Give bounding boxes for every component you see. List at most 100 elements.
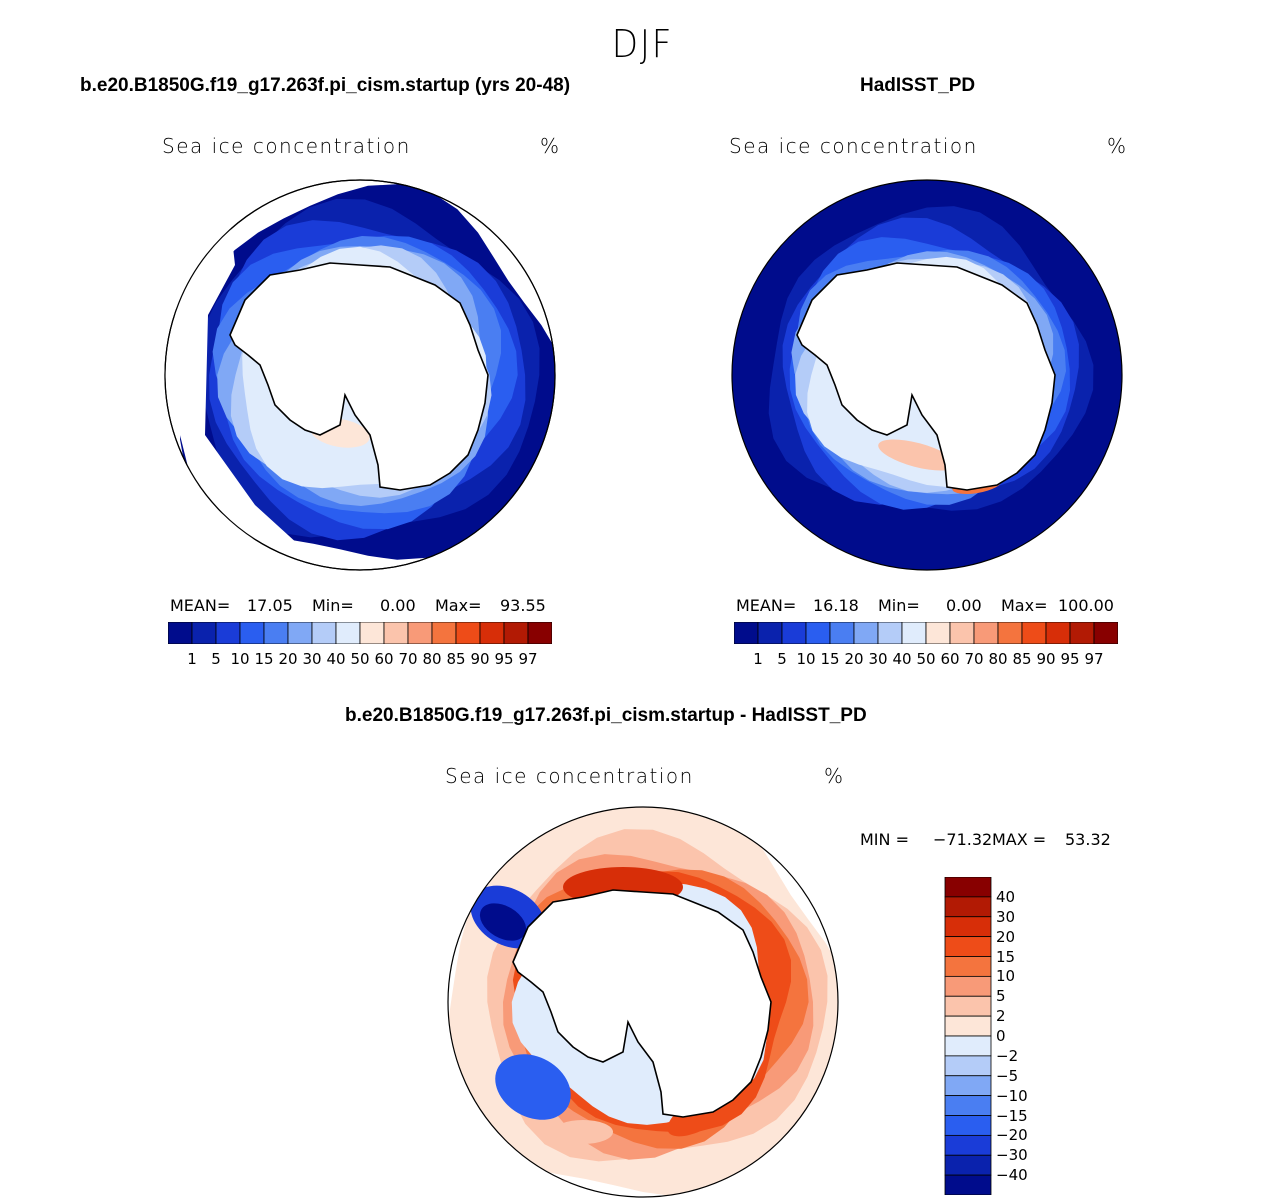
panel2-colorbar: [734, 622, 1118, 644]
panel2-colorbar-tick-7: 50: [916, 650, 936, 668]
panel1-colorbar-box-10: [407, 622, 433, 644]
panel1-colorbar-box-14: [503, 622, 529, 644]
panel2-colorbar-box-7: [901, 622, 927, 644]
panel3-colorbar-tick-13: −30: [996, 1146, 1028, 1165]
panel3-colorbar-tick-6: 2: [996, 1007, 1006, 1026]
panel1-colorbar-tick-2: 10: [230, 650, 250, 668]
panel3-min-label: MIN =: [860, 830, 909, 849]
panel1-mean-value: 17.05: [247, 596, 293, 615]
panel2-colorbar-box-15: [1093, 622, 1118, 644]
panel2-colorbar-box-11: [997, 622, 1023, 644]
panel1-colorbar-box-0: [168, 622, 193, 644]
panel3-colorbar-tick-10: −10: [996, 1086, 1028, 1105]
panel1-colorbar-tick-4: 20: [278, 650, 298, 668]
panel2-colorbar-tick-9: 70: [964, 650, 984, 668]
panel1-colorbar-tick-0: 1: [187, 650, 197, 668]
panel3-colorbar-tick-9: −5: [996, 1066, 1019, 1085]
panel2-colorbar-box-6: [877, 622, 903, 644]
panel2-colorbar-tick-3: 15: [820, 650, 840, 668]
panel1-missing-data: [165, 220, 310, 555]
panel1-mean-label: MEAN=: [170, 596, 231, 615]
panel1-field: [180, 184, 555, 560]
panel3-variable-label: Sea ice concentration: [445, 764, 694, 788]
panel3-colorbar-box-9: [944, 1055, 992, 1077]
panel2-colorbar-tick-13: 95: [1060, 650, 1080, 668]
panel3-field: [448, 807, 838, 1197]
panel3-colorbar-tick-7: 0: [996, 1027, 1006, 1045]
panel2-map-boundary: [731, 179, 1123, 571]
panel1-colorbar-box-13: [479, 622, 505, 644]
panel1-colorbar-tick-1: 5: [211, 650, 221, 668]
panel3-antarctica-coast: [512, 889, 772, 1118]
panel3-colorbar-box-0: [944, 877, 992, 898]
panel1-colorbar-box-8: [359, 622, 385, 644]
panel2-title: HadISST_PD: [860, 75, 976, 96]
panel3-colorbar-box-5: [944, 975, 992, 997]
panel1-colorbar-tick-12: 90: [470, 650, 490, 668]
panel3-colorbar-box-7: [944, 1015, 992, 1037]
panel1-colorbar-box-6: [311, 622, 337, 644]
panel3-colorbar-tick-12: −20: [996, 1126, 1028, 1145]
panel1-colorbar-box-1: [191, 622, 217, 644]
panel1-colorbar-box-2: [215, 622, 241, 644]
panel2-colorbar-box-9: [949, 622, 975, 644]
panel3-colorbar-tick-1: 30: [996, 907, 1016, 926]
panel2-colorbar-box-1: [757, 622, 783, 644]
panel1-colorbar-tick-10: 80: [422, 650, 442, 668]
panel3-colorbar-box-1: [944, 896, 992, 918]
panel1-map-boundary-top: [164, 179, 556, 571]
panel1-colorbar-box-5: [287, 622, 313, 644]
panel1-colorbar-tick-9: 70: [398, 650, 418, 668]
panel2-colorbar-tick-0: 1: [753, 650, 763, 668]
panel3-colorbar-box-11: [944, 1095, 992, 1116]
panel2-max-label: Max=: [1001, 596, 1048, 615]
panel2-colorbar-tick-2: 10: [796, 650, 816, 668]
panel1-colorbar-box-9: [383, 622, 409, 644]
panel1-colorbar-tick-13: 95: [494, 650, 514, 668]
panel3-colorbar-ticks: 40 30 20 15 10 5 2 0 −2 −5 −10 −15 −20 −30 −40: [996, 877, 1046, 1195]
panel1-units-label: %: [540, 134, 561, 158]
panel2-colorbar-box-0: [734, 622, 759, 644]
panel2-mean-value: 16.18: [813, 596, 859, 615]
panel2-colorbar-tick-4: 20: [844, 650, 864, 668]
panel2-colorbar-tick-5: 30: [868, 650, 888, 668]
panel1-antarctica-coast: [229, 262, 489, 491]
panel3-patch-1: [479, 903, 527, 941]
panel3-colorbar-tick-8: −2: [996, 1046, 1019, 1065]
panel2-colorbar-box-12: [1021, 622, 1047, 644]
panel3-colorbar-box-3: [944, 936, 992, 957]
panel1-colorbar-box-11: [431, 622, 457, 644]
panel3-map: [447, 806, 839, 1198]
panel1-colorbar-tick-3: 15: [254, 650, 274, 668]
panel1-colorbar-tick-14: 97: [518, 650, 538, 668]
panel3-min-value: −71.32: [933, 830, 993, 849]
panel3-title: b.e20.B1850G.f19_g17.263f.pi_cism.startu…: [345, 705, 867, 726]
panel2-colorbar-tick-11: 85: [1012, 650, 1032, 668]
panel2-colorbar-box-2: [781, 622, 807, 644]
panel2-antarctica-coast: [796, 262, 1056, 491]
panel2-units-label: %: [1107, 134, 1128, 158]
panel3-patch-5: [553, 1120, 613, 1144]
panel3-colorbar-box-4: [944, 956, 992, 977]
panel1-colorbar-ticks: 1 5 10 15 20 30 40 50 60 70 80 85 90 95 97: [168, 650, 552, 670]
panel2-colorbar-box-4: [829, 622, 855, 644]
panel3-colorbar-box-6: [944, 995, 992, 1017]
panel2-variable-label: Sea ice concentration: [729, 134, 978, 158]
panel2-patch-2: [878, 439, 956, 471]
panel1-map: [164, 179, 556, 571]
panel2-mean-label: MEAN=: [736, 596, 797, 615]
panel3-colorbar-tick-3: 15: [996, 947, 1016, 966]
panel2-colorbar-tick-14: 97: [1084, 650, 1104, 668]
panel2-min-label: Min=: [878, 596, 920, 615]
panel1-colorbar-tick-5: 30: [302, 650, 322, 668]
panel2-colorbar-tick-10: 80: [988, 650, 1008, 668]
panel2-colorbar-tick-6: 40: [892, 650, 912, 668]
panel1-colorbar-box-4: [263, 622, 289, 644]
panel3-colorbar-tick-5: 5: [996, 987, 1006, 1006]
panel2-colorbar-box-3: [805, 622, 831, 644]
panel1-colorbar: [168, 622, 552, 644]
panel1-colorbar-tick-7: 50: [350, 650, 370, 668]
panel2-field: [732, 180, 1122, 570]
panel1-min-label: Min=: [312, 596, 354, 615]
panel3-colorbar-box-14: [944, 1154, 992, 1176]
